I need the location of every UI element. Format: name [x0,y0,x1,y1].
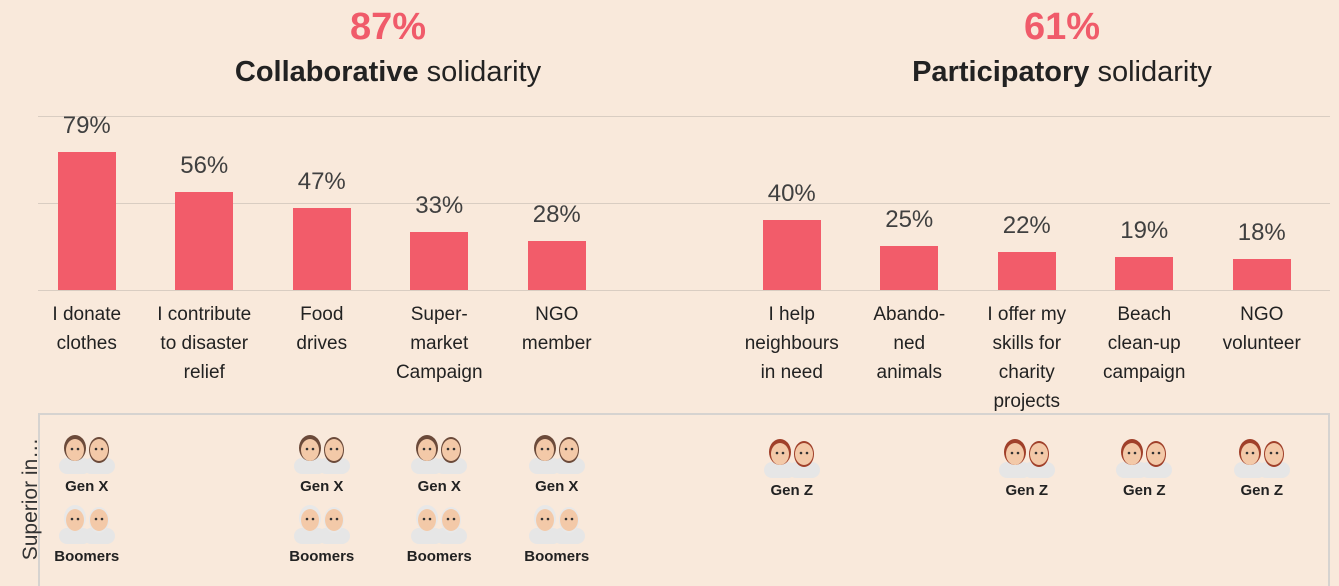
bar [528,241,586,290]
value-label: 79% [32,112,142,140]
value-label: 47% [267,168,377,196]
infographic: Superior in… 87%Collaborative solidarity… [0,0,1339,586]
value-label: 25% [854,206,964,234]
grid-line [665,290,1330,291]
generation-label: Boomers [272,548,372,565]
category-label: NGO volunteer [1201,300,1323,358]
title-bold: Participatory [912,56,1089,88]
avatar-icon [55,498,119,544]
avatar-icon [407,498,471,544]
bar [58,152,116,290]
value-label: 19% [1089,217,1199,245]
avatar-icon [290,428,354,474]
category-label: Super- market Campaign [378,300,500,387]
category-label: I donate clothes [26,300,148,358]
avatar-icon [290,498,354,544]
generation-label: Gen X [37,478,137,495]
generation-label: Gen X [507,478,607,495]
avatar-icon [525,428,589,474]
generation-label: Boomers [37,548,137,565]
avatar-icon [1112,432,1176,478]
category-label: I contribute to disaster relief [143,300,265,387]
category-label: I help neighbours in need [731,300,853,387]
grid-line [665,116,1330,117]
category-label: I offer my skills for charity projects [966,300,1088,416]
avatar-icon [55,428,119,474]
avatar-icon [407,428,471,474]
bar [293,208,351,290]
grid-line [38,290,665,291]
generation-label: Gen Z [1094,482,1194,499]
title-rest: solidarity [427,56,541,88]
value-label: 56% [149,152,259,180]
category-label: Abando- ned animals [848,300,970,387]
bar [880,246,938,290]
chart-title: Participatory solidarity [762,56,1339,89]
avatar-icon [1230,432,1294,478]
value-label: 28% [502,201,612,229]
title-bold: Collaborative [235,56,419,88]
bar [998,252,1056,290]
generation-label: Gen X [389,478,489,495]
generation-label: Gen Z [977,482,1077,499]
bar [410,232,468,290]
value-label: 40% [737,180,847,208]
generation-label: Gen X [272,478,372,495]
title-rest: solidarity [1097,56,1211,88]
generation-label: Boomers [389,548,489,565]
headline: 87% [138,6,638,49]
bar [1115,257,1173,290]
headline: 61% [812,6,1312,49]
generation-label: Boomers [507,548,607,565]
avatar-icon [760,432,824,478]
bar [175,192,233,290]
value-label: 18% [1207,219,1317,247]
bar [763,220,821,290]
value-label: 22% [972,212,1082,240]
value-label: 33% [384,192,494,220]
chart-title: Collaborative solidarity [88,56,688,89]
avatar-icon [995,432,1059,478]
category-label: Food drives [261,300,383,358]
category-label: NGO member [496,300,618,358]
generation-label: Gen Z [1212,482,1312,499]
category-label: Beach clean-up campaign [1083,300,1205,387]
avatar-icon [525,498,589,544]
generation-label: Gen Z [742,482,842,499]
bar [1233,259,1291,290]
